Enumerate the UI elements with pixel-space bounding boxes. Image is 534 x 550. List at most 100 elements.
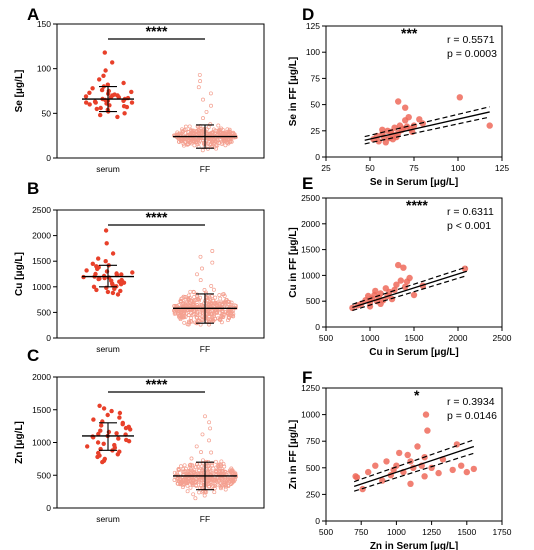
y-tick-label: 0 [46, 333, 51, 343]
serum-dot [99, 423, 104, 428]
ff-dot [177, 139, 182, 144]
serum-dot [103, 228, 109, 233]
ff-dot [194, 129, 199, 134]
ff-dot [213, 478, 218, 483]
data-point [405, 114, 412, 121]
serum-dot [84, 100, 89, 105]
ff-dot [228, 130, 233, 135]
y-tick-label: 500 [306, 463, 320, 473]
serum-dot [119, 272, 124, 277]
ff-dot [217, 301, 222, 306]
ff-dot [228, 482, 233, 486]
ff-dot [181, 470, 186, 474]
ff-dot [219, 459, 224, 464]
x-tick-label: 500 [319, 333, 333, 343]
ff-dot [181, 143, 186, 148]
ff-dot [191, 290, 196, 295]
ff-dot [175, 477, 180, 482]
ff-dot [182, 139, 187, 144]
confidence-band-upper [352, 266, 467, 305]
serum-dot [91, 417, 96, 422]
ff-dot [173, 474, 178, 479]
ff-dot [202, 493, 207, 498]
correlation-p: p < 0.001 [447, 220, 491, 232]
serum-dot [90, 86, 95, 91]
ff-dot [180, 479, 185, 484]
data-point [388, 295, 396, 303]
x-tick-label: 1000 [387, 527, 406, 537]
y-tick-label: 1500 [301, 245, 320, 255]
data-point [353, 474, 361, 481]
serum-dot [112, 286, 117, 291]
ff-dot [180, 485, 185, 490]
y-tick-label: 0 [46, 153, 51, 163]
ff-dot [173, 311, 178, 316]
ff-dot [208, 122, 213, 127]
serum-dot [101, 406, 107, 411]
serum-dot [95, 440, 101, 445]
ff-dot [196, 85, 201, 90]
ff-dot [195, 272, 199, 277]
ff-dot [200, 318, 205, 323]
x-tick-label: 1000 [361, 333, 380, 343]
ff-dot [192, 312, 197, 317]
significance-marker: *** [401, 25, 418, 41]
ff-dot [220, 469, 224, 473]
y-tick-label: 250 [306, 489, 320, 499]
x-tick-label: 1250 [422, 527, 441, 537]
plot-frame [325, 197, 503, 328]
serum-dot [101, 73, 106, 79]
data-point [372, 462, 379, 469]
ff-dot [187, 295, 192, 300]
ff-dot [192, 308, 197, 313]
ff-dot [176, 467, 181, 471]
ff-dot [216, 141, 221, 145]
ff-dot [189, 141, 194, 146]
data-point [435, 469, 442, 477]
plot-frame [325, 25, 503, 158]
ff-dot [216, 129, 221, 133]
serum-dot [115, 114, 120, 120]
serum-dot [90, 261, 96, 266]
y-tick-label: 500 [306, 296, 320, 306]
data-point [395, 98, 402, 105]
ff-dot [220, 140, 225, 145]
ff-dot [185, 483, 190, 488]
ff-dot [184, 466, 188, 471]
ff-dot [194, 139, 199, 144]
data-point [402, 283, 409, 290]
ff-dot [210, 249, 215, 253]
data-point [397, 277, 404, 284]
ff-dot [224, 130, 229, 135]
ff-dot [208, 480, 213, 485]
ff-dot [178, 300, 183, 305]
serum-dot [129, 100, 135, 105]
serum-dot [110, 251, 116, 256]
ff-dot [203, 138, 208, 143]
y-tick-label: 0 [315, 516, 320, 526]
data-point [456, 94, 463, 101]
serum-dot [123, 425, 129, 431]
y-tick-label: 500 [37, 470, 51, 480]
ff-dot [186, 479, 191, 484]
y-tick-label: 1500 [32, 405, 51, 415]
ff-dot [219, 314, 224, 318]
x-tick-label: 500 [319, 527, 333, 537]
ff-dot [178, 464, 183, 469]
y-tick-label: 0 [315, 322, 320, 332]
fit-line [353, 445, 475, 488]
y-tick-label: 125 [306, 21, 320, 31]
ff-dot [210, 463, 215, 468]
ff-dot [176, 314, 181, 319]
serum-dot [95, 266, 100, 272]
data-point [419, 120, 426, 127]
ff-dot [226, 318, 230, 323]
serum-dot [110, 60, 115, 65]
y-axis-label: Cu [μg/L] [14, 252, 25, 296]
ff-dot [206, 316, 211, 321]
ff-dot [198, 254, 203, 259]
serum-dot [118, 282, 124, 287]
ff-dot [209, 103, 213, 108]
ff-dot [176, 307, 180, 312]
ff-dot [210, 317, 215, 322]
